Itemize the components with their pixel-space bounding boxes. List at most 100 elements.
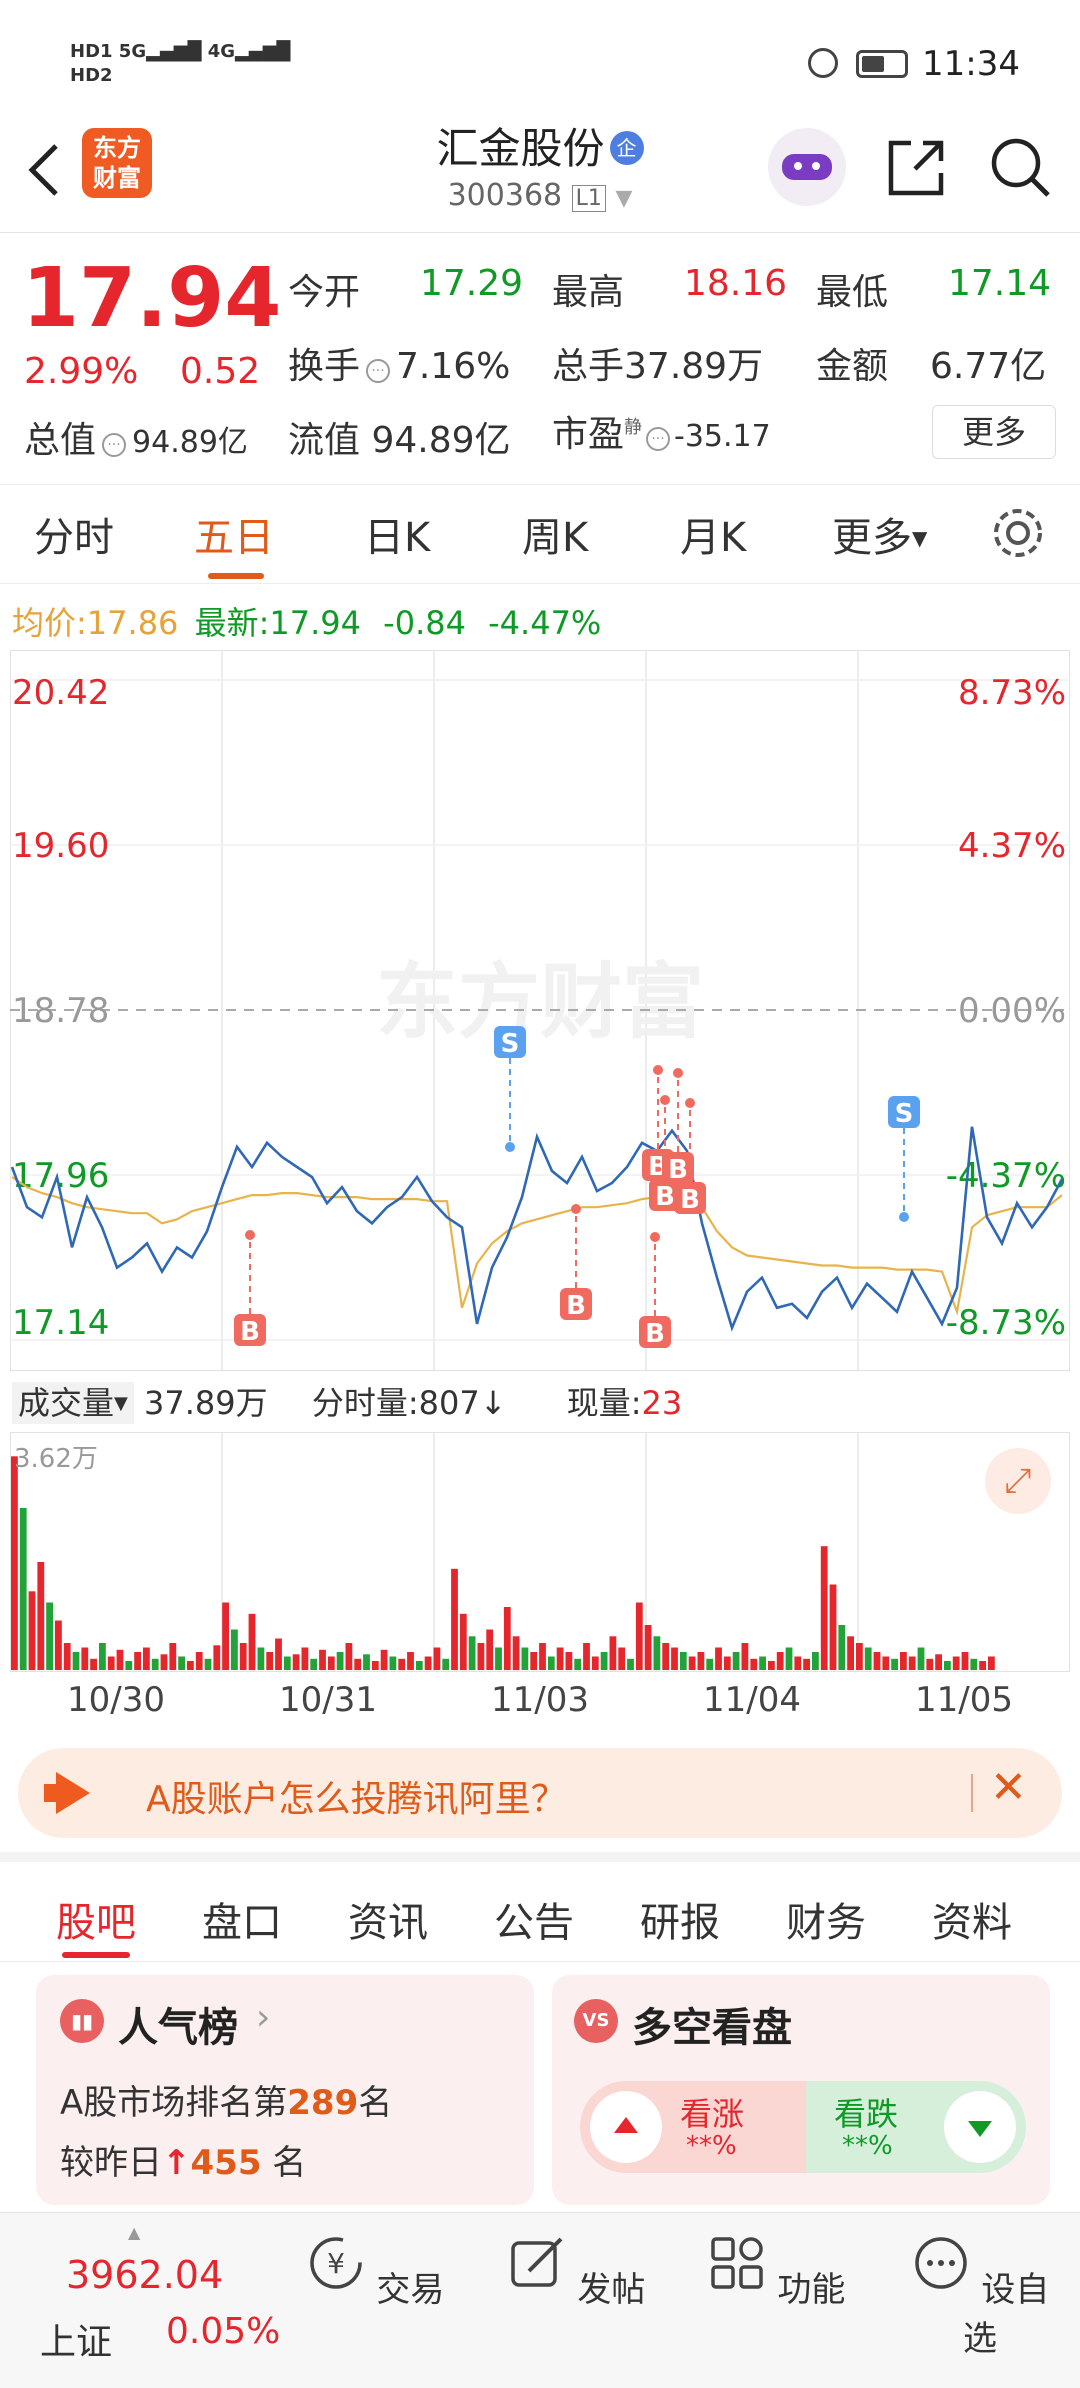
latest-change-pct: -4.47% xyxy=(488,604,602,642)
volume-bar xyxy=(319,1649,326,1671)
tab-month-k[interactable]: 月K xyxy=(680,515,747,561)
trade-marker-dot xyxy=(899,1212,909,1222)
volume-bar xyxy=(952,1656,960,1670)
nav-functions[interactable]: 功能 xyxy=(706,2233,846,2311)
volume-bar xyxy=(55,1620,62,1670)
banner-text: A股账户怎么投腾讯阿里？ xyxy=(146,1779,567,1820)
tab-research[interactable]: 研报 xyxy=(640,1900,720,1946)
volume-bar xyxy=(653,1636,661,1671)
volume-bar xyxy=(812,1652,819,1670)
pe-value: -35.17 xyxy=(674,419,771,454)
share-icon[interactable] xyxy=(885,135,949,199)
volume-bar xyxy=(838,1625,846,1670)
volume-bar xyxy=(776,1652,784,1670)
tick-arrow: ↓ xyxy=(479,1384,507,1422)
rank-delta-prefix: 较昨日 xyxy=(60,2143,162,2183)
volume-selector[interactable]: 成交量▼ xyxy=(12,1382,134,1424)
volume-bar xyxy=(477,1643,485,1670)
volume-value: 37.89万 xyxy=(624,346,764,387)
volume-bar xyxy=(715,1647,722,1670)
tab-five-day[interactable]: 五日 xyxy=(194,515,274,561)
tab-more[interactable]: 更多▼ xyxy=(832,505,927,563)
high-value: 18.16 xyxy=(684,263,788,304)
app-logo[interactable]: 东方财富 xyxy=(82,128,152,198)
volume-bar xyxy=(539,1643,546,1670)
volume-bar xyxy=(785,1647,793,1670)
content-tabs: 股吧 盘口 资讯 公告 研报 财务 资料 xyxy=(0,1852,1080,1962)
nav-post[interactable]: 发帖 xyxy=(506,2233,646,2311)
tab-news[interactable]: 资讯 xyxy=(348,1900,428,1946)
volume-bar xyxy=(134,1652,141,1670)
avg-label: 均价: xyxy=(12,604,87,642)
latest-value: 17.94 xyxy=(269,604,361,642)
chart-header: 均价:17.86 最新:17.94 -0.84 -4.47% xyxy=(12,598,601,644)
tab-intraday[interactable]: 分时 xyxy=(34,515,114,561)
info-icon[interactable]: ··· xyxy=(102,433,127,457)
volume-bar xyxy=(46,1602,53,1670)
tab-profile[interactable]: 资料 xyxy=(932,1900,1012,1946)
search-icon[interactable] xyxy=(988,135,1054,201)
volume-bar xyxy=(618,1647,626,1670)
volume-bar xyxy=(961,1652,969,1670)
volume-bar xyxy=(37,1562,45,1670)
tab-day-k[interactable]: 日K xyxy=(364,515,431,561)
back-arrow-icon[interactable] xyxy=(24,140,64,200)
volume-chart[interactable] xyxy=(10,1432,1070,1672)
ranking-icon: ▮▮ xyxy=(60,1999,104,2043)
period-tabs: 分时 五日 日K 周K 月K 更多▼ xyxy=(0,484,1080,584)
nav-functions-label: 功能 xyxy=(777,2270,846,2310)
bull-button[interactable]: 看涨 **% xyxy=(580,2081,806,2173)
volume-max-label: 3.62万 xyxy=(14,1444,98,1474)
more-button[interactable]: 更多 xyxy=(932,405,1056,459)
status-bar: HD1 5G▂▄▆█ 4G▂▄▆█ HD2 11:34 xyxy=(0,0,1080,120)
y-axis-pct-label: 0.00% xyxy=(958,991,1066,1031)
trade-marker-dot xyxy=(245,1230,255,1240)
settings-gear-icon[interactable] xyxy=(990,505,1046,561)
now-volume-label: 现量: xyxy=(566,1384,642,1422)
turnover-label: 换手 xyxy=(288,346,361,387)
volume-bar xyxy=(468,1636,476,1671)
trade-marker-badge xyxy=(560,1288,592,1320)
nav-trade[interactable]: ¥ 交易 xyxy=(305,2233,445,2311)
info-icon[interactable]: ··· xyxy=(646,427,671,451)
volume-bar xyxy=(820,1546,828,1670)
index-ticker[interactable]: ▲ 3962.04 上证 0.05% xyxy=(40,2223,290,2373)
volume-bar xyxy=(116,1649,124,1671)
low-value: 17.14 xyxy=(948,263,1052,304)
volume-bar xyxy=(310,1658,318,1671)
tab-finance[interactable]: 财务 xyxy=(786,1900,866,1946)
tab-week-k[interactable]: 周K xyxy=(522,515,589,561)
popularity-card[interactable]: ▮▮ 人气榜 › A股市场排名第289名 较昨日↑455 名 xyxy=(36,1975,534,2205)
turnover: 换手 ··· 7.16% xyxy=(288,337,510,389)
bull-label: 看涨 xyxy=(680,2095,745,2133)
chevron-down-icon[interactable]: ▼ xyxy=(615,186,633,211)
svg-text:¥: ¥ xyxy=(327,2247,345,2280)
open-value: 17.29 xyxy=(420,263,524,304)
trade-marker-badge xyxy=(888,1096,920,1128)
volume-bar xyxy=(503,1607,511,1670)
tab-guba[interactable]: 股吧 xyxy=(56,1900,136,1946)
rank-delta-line: 较昨日↑455 名 xyxy=(60,2135,306,2184)
expand-icon[interactable]: ⤢ xyxy=(985,1448,1051,1514)
promo-banner[interactable]: A股账户怎么投腾讯阿里？ ✕ xyxy=(18,1748,1062,1838)
volume-bar xyxy=(600,1652,608,1670)
volume-bar xyxy=(248,1613,256,1671)
volume-bar xyxy=(292,1654,300,1671)
pe-label: 市盈 xyxy=(552,414,625,455)
volume-bar xyxy=(627,1658,634,1671)
info-icon[interactable]: ··· xyxy=(366,359,391,383)
volume-total: 总手37.89万 xyxy=(552,337,763,389)
trade-marker-badge xyxy=(234,1314,266,1346)
tab-order-book[interactable]: 盘口 xyxy=(202,1900,282,1946)
pe-sup: 静 xyxy=(624,417,643,438)
volume-bar xyxy=(935,1654,942,1671)
tab-announcements[interactable]: 公告 xyxy=(494,1900,574,1946)
volume-bar xyxy=(829,1584,837,1670)
close-icon[interactable]: ✕ xyxy=(990,1762,1027,1813)
bear-button[interactable]: 看跌 **% xyxy=(806,2081,1026,2173)
chart-watermark: 东方财富 xyxy=(376,955,704,1050)
robot-assistant-icon[interactable] xyxy=(768,128,846,206)
nav-add-watchlist[interactable]: 设自选 xyxy=(910,2233,1050,2360)
volume-bar xyxy=(908,1656,916,1670)
